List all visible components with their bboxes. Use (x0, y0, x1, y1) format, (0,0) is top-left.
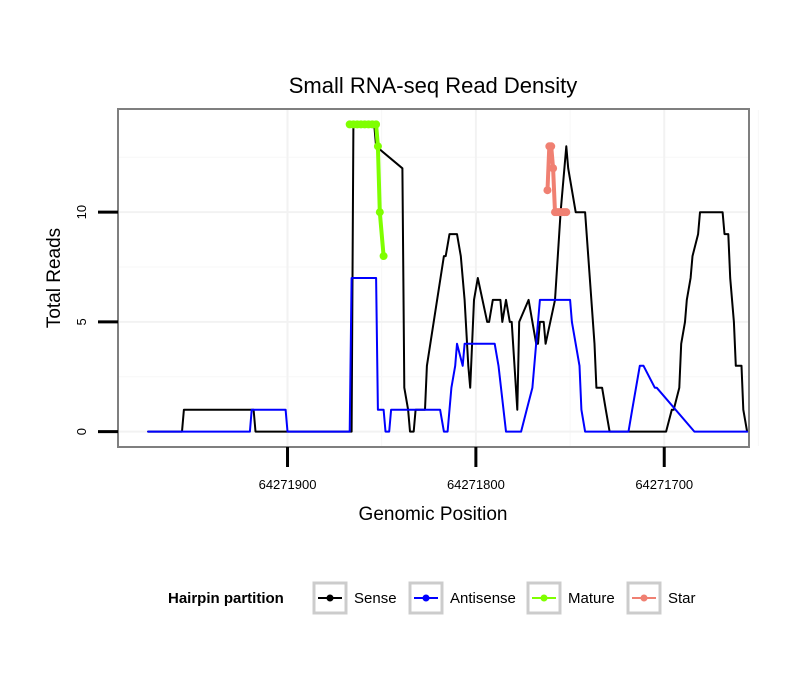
data-point-mature (372, 120, 381, 129)
legend-key-point (540, 594, 548, 602)
y-tick-label: 0 (74, 428, 89, 435)
y-tick-label: 5 (74, 318, 89, 325)
chart-title: Small RNA-seq Read Density (289, 73, 578, 98)
legend-title: Hairpin partition (168, 590, 284, 607)
data-point-mature (375, 208, 384, 217)
legend-label: Antisense (450, 590, 516, 607)
data-point-star (543, 186, 552, 195)
legend-key-point (640, 594, 648, 602)
data-point-star (547, 142, 556, 151)
x-axis-title: Genomic Position (359, 504, 508, 525)
legend-label: Sense (354, 590, 397, 607)
x-axis: 64271900 64271800 64271700 (259, 447, 693, 492)
legend-item-antisense: Antisense (408, 581, 516, 615)
legend-key-point (326, 594, 334, 602)
y-axis: 0 5 10 (74, 205, 118, 435)
data-point-star (562, 208, 571, 217)
x-tick-label: 64271800 (447, 477, 505, 492)
data-point-mature (379, 252, 388, 261)
y-axis-title: Total Reads (44, 228, 65, 328)
plot-panel (117, 108, 750, 448)
marker-layer (345, 120, 571, 261)
legend-label: Star (668, 590, 696, 607)
y-tick-label: 10 (74, 205, 89, 219)
data-point-star (549, 164, 558, 173)
legend-item-sense: Sense (312, 581, 397, 615)
legend-item-star: Star (626, 581, 696, 615)
legend-key-point (422, 594, 430, 602)
x-tick-label: 64271900 (259, 477, 317, 492)
legend: Hairpin partition Sense Antisense Mature Sta… (168, 581, 696, 615)
legend-label: Mature (568, 590, 615, 607)
x-tick-label: 64271700 (635, 477, 693, 492)
legend-item-mature: Mature (526, 581, 615, 615)
series-line-antisense (147, 277, 749, 433)
data-point-mature (373, 142, 382, 151)
